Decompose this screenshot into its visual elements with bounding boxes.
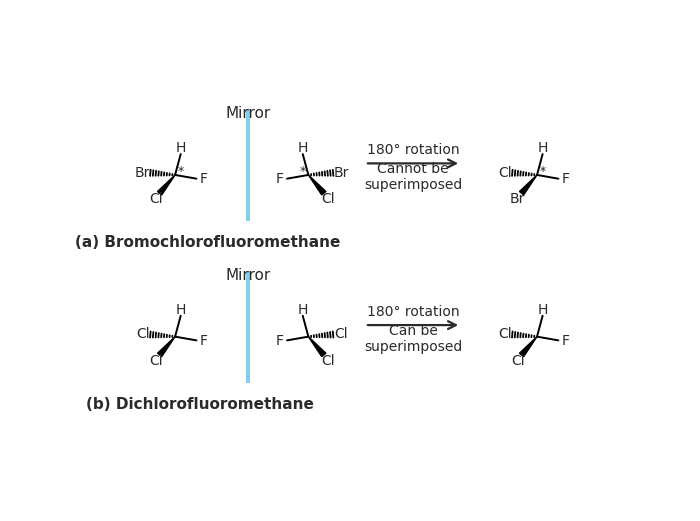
Text: Mirror: Mirror [225,106,270,121]
Text: Cl: Cl [136,327,150,341]
Text: F: F [276,334,284,348]
Polygon shape [309,337,326,357]
Bar [246,109,251,221]
Text: F: F [276,172,284,187]
Text: Cl: Cl [321,192,335,206]
Text: H: H [176,141,186,155]
Text: F: F [561,172,569,187]
Text: Mirror: Mirror [225,268,270,282]
Text: H: H [538,303,548,317]
Text: Cl: Cl [498,327,512,341]
Text: 180° rotation: 180° rotation [367,305,459,319]
Text: H: H [298,303,308,317]
Text: Cl: Cl [511,354,524,368]
Text: H: H [298,141,308,155]
Text: Br: Br [334,166,349,180]
Text: Br: Br [135,166,150,180]
Polygon shape [309,175,326,195]
Polygon shape [158,175,175,195]
Text: Can be
superimposed: Can be superimposed [364,324,462,354]
Text: Cl: Cl [149,192,162,206]
Text: 180° rotation: 180° rotation [367,143,459,157]
Text: *: * [300,165,306,178]
Polygon shape [519,337,537,357]
Polygon shape [158,337,175,357]
Text: F: F [561,334,569,348]
Text: Br: Br [510,192,526,206]
Text: *: * [177,165,183,178]
Text: Cl: Cl [321,354,335,368]
Text: Cl: Cl [334,327,348,341]
Text: *: * [539,165,545,178]
Text: Cl: Cl [149,354,162,368]
Text: (b) Dichlorofluoromethane: (b) Dichlorofluoromethane [86,397,314,412]
Polygon shape [519,175,537,195]
Text: H: H [538,141,548,155]
Text: Cannot be
superimposed: Cannot be superimposed [364,162,462,192]
Text: F: F [199,334,207,348]
Text: F: F [199,172,207,187]
Text: (a) Bromochlorofluoromethane: (a) Bromochlorofluoromethane [75,235,340,250]
Bar [246,271,251,383]
Text: H: H [176,303,186,317]
Text: Cl: Cl [498,166,512,180]
